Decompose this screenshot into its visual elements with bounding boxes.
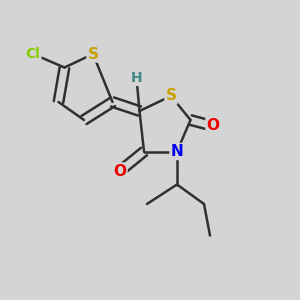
Text: S: S (88, 46, 98, 62)
Text: S: S (166, 88, 176, 104)
Text: H: H (131, 71, 142, 85)
Text: N: N (171, 144, 183, 159)
Text: Cl: Cl (26, 47, 40, 61)
Text: O: O (206, 118, 220, 134)
Text: O: O (113, 164, 127, 178)
